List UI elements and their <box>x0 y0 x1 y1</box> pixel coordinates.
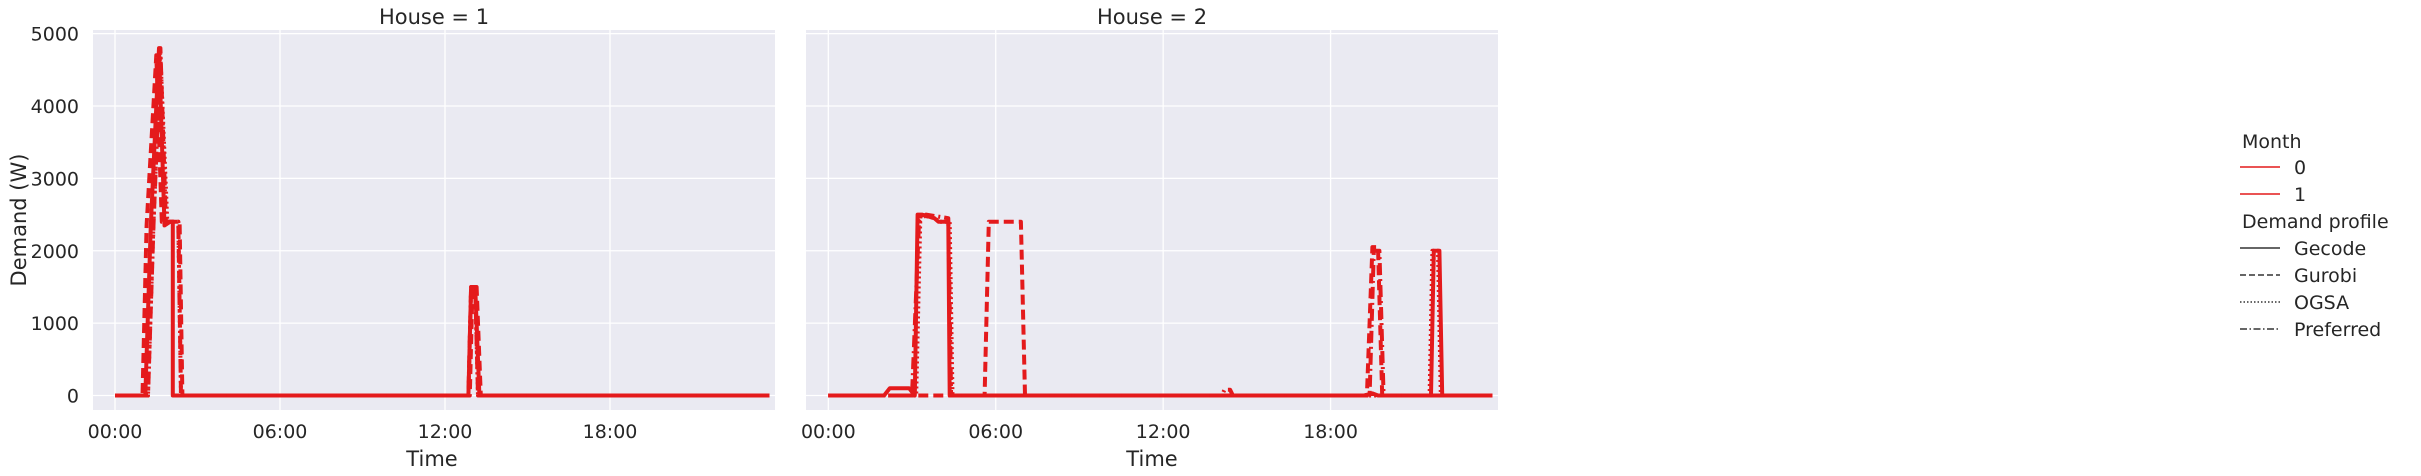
series-line-preferred-house-2 <box>828 212 1493 398</box>
y-axis-ticks: 0 1000 2000 3000 4000 5000 <box>31 24 79 408</box>
y-axis-label: Demand (W) <box>7 154 31 287</box>
legend-label-month-0: 0 <box>2294 157 2306 179</box>
series-line-preferred-house-1 <box>115 46 770 398</box>
legend: Month 0 1 Demand profile Gecode Gurobi O… <box>2240 131 2389 341</box>
legend-label-gecode: Gecode <box>2294 238 2366 260</box>
y-tick-label: 2000 <box>31 241 79 263</box>
legend-title-month: Month <box>2242 131 2302 153</box>
series-line-gurobi-house-1 <box>115 53 770 398</box>
x-tick-label: 00:00 <box>801 421 856 443</box>
x-tick-label: 18:00 <box>1303 421 1358 443</box>
legend-title-demand-profile: Demand profile <box>2242 211 2389 233</box>
y-tick-label: 5000 <box>31 24 79 46</box>
y-tick-label: 4000 <box>31 96 79 118</box>
y-tick-label: 0 <box>67 386 79 408</box>
x-axis-label-house-1: Time <box>405 447 457 471</box>
x-tick-label: 12:00 <box>418 421 473 443</box>
panel-background <box>93 30 775 410</box>
legend-label-preferred: Preferred <box>2294 319 2381 341</box>
x-tick-label: 06:00 <box>253 421 308 443</box>
panel-background <box>806 30 1498 410</box>
panel-title: House = 1 <box>379 5 489 29</box>
panel-title: House = 2 <box>1097 5 1207 29</box>
legend-label-gurobi: Gurobi <box>2294 265 2357 287</box>
x-tick-label: 06:00 <box>968 421 1023 443</box>
x-axis-ticks: 00:00 06:00 12:00 18:00 00:00 06:00 12:00 18:00 <box>88 421 1358 443</box>
panel-house-2: House = 2 <box>806 5 1498 410</box>
x-axis-label-house-2: Time <box>1125 447 1177 471</box>
legend-label-ogsa: OGSA <box>2294 292 2349 314</box>
x-tick-label: 18:00 <box>583 421 638 443</box>
x-tick-label: 00:00 <box>88 421 143 443</box>
y-tick-label: 3000 <box>31 168 79 190</box>
legend-label-month-1: 1 <box>2294 184 2306 206</box>
panel-house-1: House = 1 <box>93 5 775 410</box>
y-tick-label: 1000 <box>31 313 79 335</box>
x-tick-label: 12:00 <box>1136 421 1191 443</box>
